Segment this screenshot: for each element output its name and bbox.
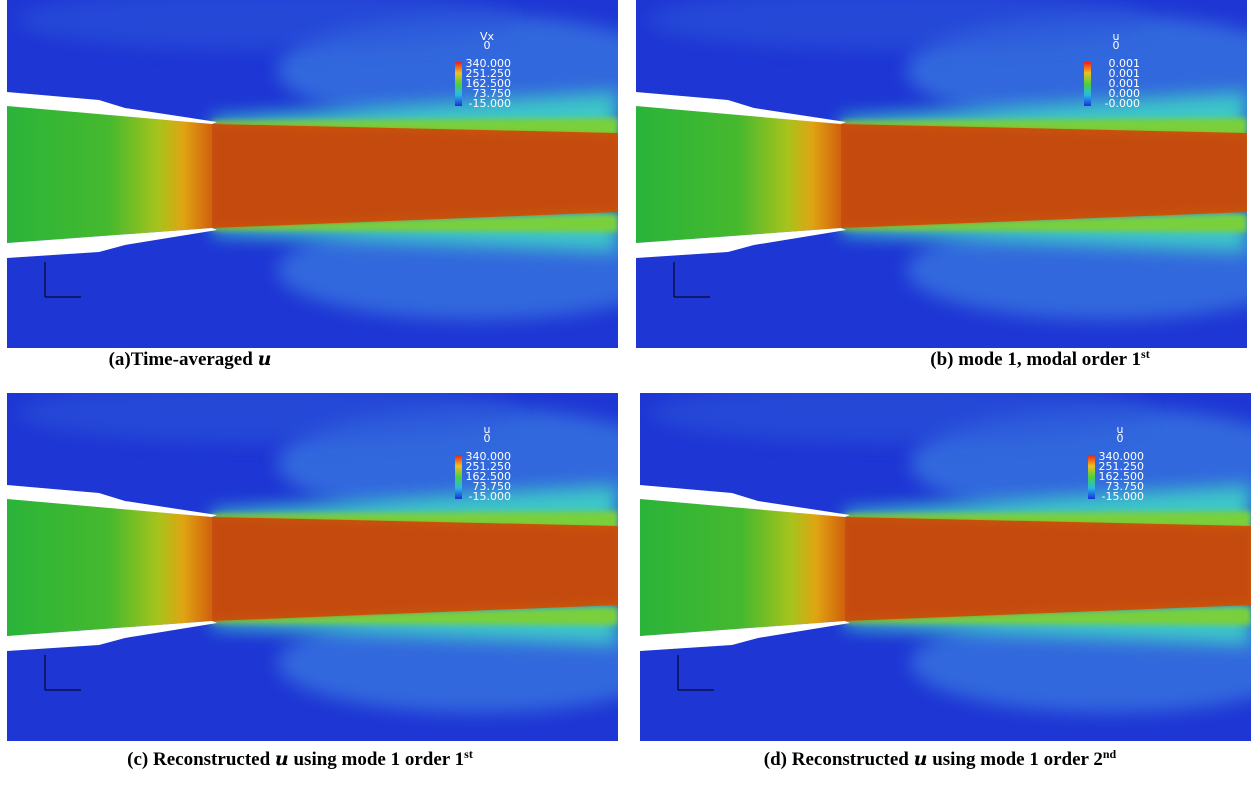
nozzle-flow — [7, 498, 212, 636]
caption-italic: u — [258, 348, 272, 370]
legend-subtitle: 0 — [484, 432, 491, 445]
legend-label: -15.000 — [469, 490, 511, 503]
caption: (d) Reconstructed u using mode 1 order 2… — [764, 747, 1117, 770]
caption-normal: using mode 1 order 2 — [927, 749, 1102, 770]
caption-italic: u — [914, 748, 928, 770]
caption: (a)Time-averaged u — [109, 348, 272, 370]
legend-label: -0.000 — [1105, 97, 1140, 110]
caption-sup: st — [464, 747, 473, 761]
figure: Vx0340.000251.250162.50073.750-15.000(a)… — [0, 0, 1252, 785]
nozzle-flow — [636, 105, 841, 243]
top-haze — [650, 383, 1150, 443]
nozzle-flow — [640, 498, 845, 636]
caption: (c) Reconstructed u using mode 1 order 1… — [127, 747, 473, 770]
caption: (b) mode 1, modal order 1st — [930, 347, 1149, 370]
legend-subtitle: 0 — [1113, 39, 1120, 52]
top-haze — [17, 383, 517, 443]
caption-sup: st — [1141, 347, 1150, 361]
legend-label: -15.000 — [1102, 490, 1144, 503]
caption-normal: (b) mode 1, modal order 1 — [930, 349, 1141, 370]
colorbar — [455, 62, 462, 106]
caption-normal: (a)Time-averaged — [109, 349, 258, 370]
caption-sup: nd — [1103, 747, 1117, 761]
legend-label: -15.000 — [469, 97, 511, 110]
caption-normal: (d) Reconstructed — [764, 749, 914, 770]
colorbar — [455, 455, 462, 499]
legend-subtitle: 0 — [1117, 432, 1124, 445]
colorbar — [1084, 62, 1091, 106]
caption-italic: u — [275, 748, 289, 770]
caption-normal: using mode 1 order 1 — [289, 749, 464, 770]
nozzle-flow — [7, 105, 212, 243]
caption-normal: (c) Reconstructed — [127, 749, 275, 770]
legend-subtitle: 0 — [484, 39, 491, 52]
colorbar — [1088, 455, 1095, 499]
